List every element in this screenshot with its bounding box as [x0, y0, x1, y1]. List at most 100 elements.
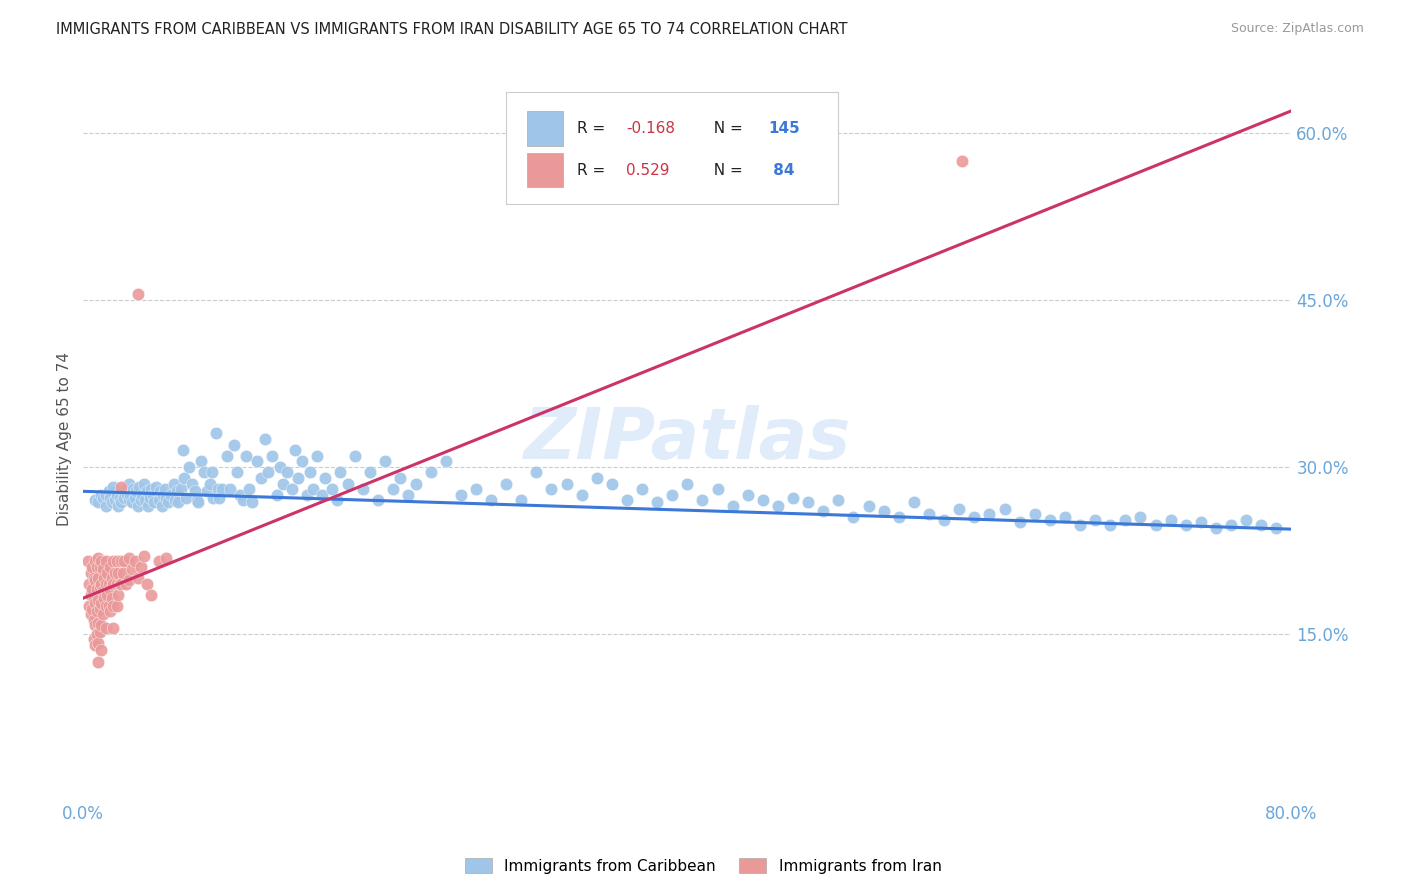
- Legend: Immigrants from Caribbean, Immigrants from Iran: Immigrants from Caribbean, Immigrants fr…: [458, 852, 948, 880]
- Point: [238, 482, 260, 496]
- Point: [94, 488, 117, 502]
- Point: [1144, 517, 1167, 532]
- Point: [979, 507, 1001, 521]
- Point: [1084, 513, 1107, 527]
- Point: [79, 576, 101, 591]
- Point: [87, 495, 110, 509]
- Point: [82, 582, 104, 597]
- Point: [150, 499, 173, 513]
- Point: [122, 482, 145, 496]
- Point: [80, 607, 103, 621]
- Point: [329, 466, 352, 480]
- Point: [142, 488, 165, 502]
- Point: [173, 471, 195, 485]
- Point: [107, 566, 129, 580]
- Point: [90, 554, 112, 568]
- Point: [903, 495, 925, 509]
- Point: [135, 576, 157, 591]
- Point: [201, 466, 224, 480]
- Point: [86, 560, 108, 574]
- Point: [105, 554, 128, 568]
- Point: [195, 484, 218, 499]
- Point: [887, 509, 910, 524]
- Point: [600, 476, 623, 491]
- Point: [105, 488, 128, 502]
- Point: [136, 499, 159, 513]
- Point: [91, 491, 114, 505]
- Point: [555, 476, 578, 491]
- Point: [135, 484, 157, 499]
- Point: [256, 466, 278, 480]
- Point: [405, 476, 427, 491]
- Point: [208, 491, 231, 505]
- Point: [90, 596, 112, 610]
- Point: [585, 471, 607, 485]
- Point: [321, 482, 343, 496]
- Point: [117, 493, 139, 508]
- Point: [86, 605, 108, 619]
- Point: [1234, 513, 1257, 527]
- Point: [117, 551, 139, 566]
- Point: [187, 495, 209, 509]
- Point: [280, 482, 302, 496]
- Point: [124, 554, 146, 568]
- Point: [86, 582, 108, 597]
- Point: [100, 491, 122, 505]
- Point: [103, 599, 125, 613]
- Point: [706, 482, 728, 496]
- Point: [186, 493, 208, 508]
- Point: [112, 491, 135, 505]
- Point: [326, 493, 349, 508]
- Point: [110, 554, 132, 568]
- Point: [114, 576, 136, 591]
- Point: [80, 566, 103, 580]
- Point: [190, 454, 212, 468]
- Text: R =: R =: [578, 162, 610, 178]
- Point: [540, 482, 562, 496]
- Point: [127, 499, 149, 513]
- Point: [419, 466, 441, 480]
- Point: [993, 502, 1015, 516]
- Point: [782, 491, 804, 505]
- Point: [495, 476, 517, 491]
- Point: [84, 554, 107, 568]
- Point: [90, 488, 112, 502]
- Point: [797, 495, 820, 509]
- Point: [131, 488, 153, 502]
- Text: 0.529: 0.529: [626, 162, 669, 178]
- Point: [232, 493, 254, 508]
- Point: [83, 632, 105, 647]
- Point: [134, 493, 156, 508]
- Point: [101, 495, 124, 509]
- Point: [858, 499, 880, 513]
- Point: [94, 576, 117, 591]
- Point: [302, 482, 325, 496]
- Point: [100, 582, 122, 597]
- Point: [89, 560, 111, 574]
- Point: [1099, 517, 1122, 532]
- Point: [141, 588, 163, 602]
- Point: [1160, 513, 1182, 527]
- Point: [167, 495, 190, 509]
- Point: [103, 554, 125, 568]
- Point: [121, 562, 143, 576]
- Point: [155, 551, 177, 566]
- Point: [148, 493, 170, 508]
- Point: [352, 482, 374, 496]
- Point: [813, 504, 835, 518]
- Point: [1039, 513, 1062, 527]
- Point: [110, 576, 132, 591]
- Point: [87, 635, 110, 649]
- Point: [1114, 513, 1136, 527]
- Point: [84, 493, 107, 508]
- Point: [152, 488, 174, 502]
- Point: [103, 576, 125, 591]
- Point: [112, 554, 135, 568]
- Point: [510, 493, 533, 508]
- FancyBboxPatch shape: [527, 112, 562, 146]
- Point: [172, 443, 194, 458]
- Point: [827, 493, 849, 508]
- Point: [1265, 521, 1288, 535]
- Point: [83, 613, 105, 627]
- Point: [873, 504, 896, 518]
